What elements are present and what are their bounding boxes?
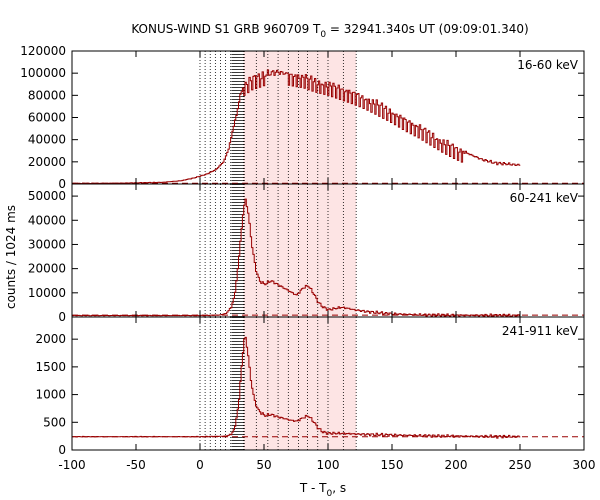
panel-1: 0 20000 40000 60000 80000 100000 120000 16-60 k… [20, 44, 585, 191]
x-tick-label: 0 [196, 458, 204, 472]
x-tick-label: 200 [445, 458, 468, 472]
x-axis-title: T - T0, s [299, 481, 346, 499]
y-tick-label: 80000 [28, 88, 66, 102]
y-tick-label: 40000 [28, 213, 66, 227]
y-tick-label: 1500 [35, 360, 66, 374]
shaded-interval [243, 184, 357, 317]
panel-energy-label: 241-911 keV [502, 324, 579, 338]
y-tick-label: 20000 [28, 155, 66, 169]
light-curve [72, 336, 521, 439]
x-tick-label: 250 [509, 458, 532, 472]
x-tick-label: -100 [58, 458, 85, 472]
y-tick-label: 1000 [35, 388, 66, 402]
light-curve [72, 198, 521, 317]
y-tick-label: 0 [58, 310, 66, 324]
panel-energy-label: 60-241 keV [510, 191, 579, 205]
light-curve [72, 69, 521, 184]
y-tick-label: 2000 [35, 332, 66, 346]
y-tick-label: 0 [58, 177, 66, 191]
y-tick-label: 100000 [20, 66, 66, 80]
y-tick-label: 50000 [28, 189, 66, 203]
shaded-interval [243, 317, 357, 450]
y-tick-label: 120000 [20, 44, 66, 58]
panel-2: 0 10000 20000 30000 40000 50000 60-241 keV [28, 183, 585, 324]
y-tick-label: 500 [43, 415, 66, 429]
x-tick-label: 300 [573, 458, 596, 472]
shaded-interval [243, 51, 357, 184]
y-tick-label: 20000 [28, 262, 66, 276]
panel-3: 0 500 1000 1500 2000 -100 -50 0 50 100 150 200 250 30… [35, 316, 596, 472]
panel-energy-label: 16-60 keV [517, 58, 579, 72]
y-tick-label: 60000 [28, 111, 66, 125]
y-tick-label: 30000 [28, 237, 66, 251]
x-tick-label: 50 [256, 458, 271, 472]
vertical-markers [199, 317, 357, 450]
chart-title: KONUS-WIND S1 GRB 960709 T0 = 32941.340s… [131, 22, 528, 40]
y-tick-label: 40000 [28, 133, 66, 147]
vertical-markers [199, 184, 357, 317]
x-tick-label: -50 [126, 458, 146, 472]
vertical-markers [199, 51, 357, 184]
x-tick-label: 150 [381, 458, 404, 472]
y-axis-title: counts / 1024 ms [4, 205, 18, 309]
x-tick-label: 100 [317, 458, 340, 472]
y-tick-label: 10000 [28, 286, 66, 300]
y-tick-label: 0 [58, 443, 66, 457]
